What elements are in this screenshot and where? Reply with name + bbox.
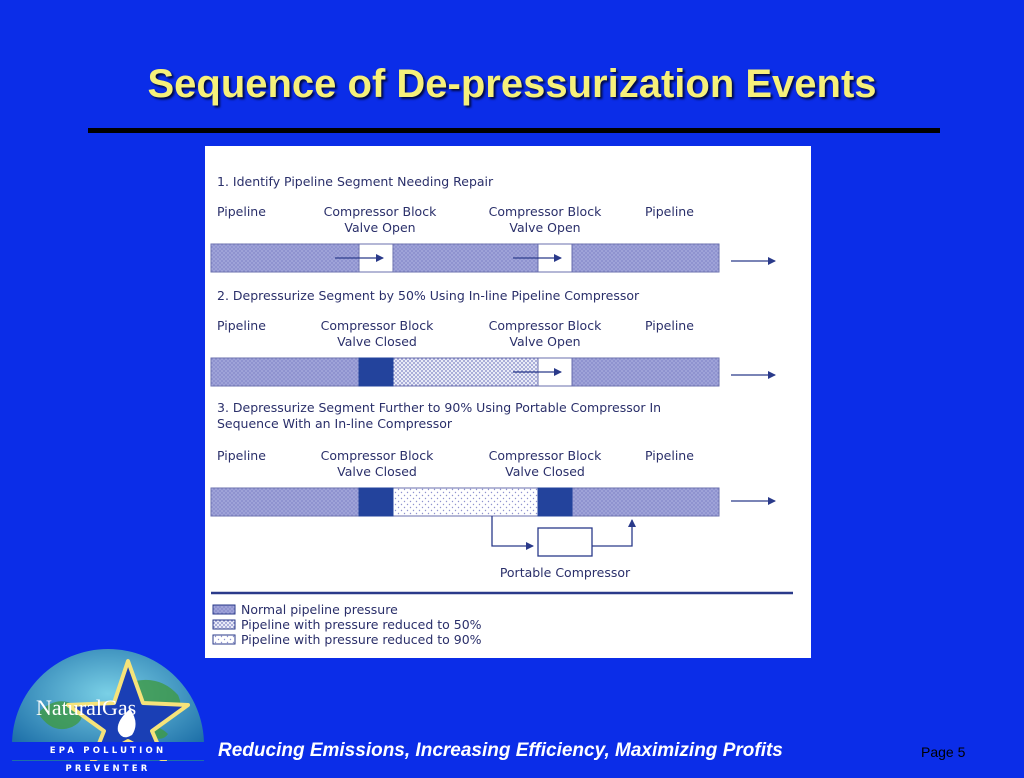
- step1-block-left-state: Valve Open: [344, 220, 415, 235]
- portable-compressor-label: Portable Compressor: [500, 565, 631, 580]
- legend-swatch-normal: [212, 604, 236, 615]
- step3-pipeline: [210, 487, 720, 517]
- legend-reduced-50: Pipeline with pressure reduced to 50%: [241, 617, 482, 632]
- step2-heading: 2. Depressurize Segment by 50% Using In-…: [217, 288, 640, 303]
- step3-block-left-label: Compressor Block: [321, 448, 434, 463]
- step1-pipeline-left-label: Pipeline: [217, 204, 266, 219]
- legend-swatch-50: [212, 619, 236, 630]
- diagram-canvas: 1. Identify Pipeline Segment Needing Rep…: [210, 174, 793, 647]
- portable-compressor-box: [537, 527, 593, 557]
- logo-brand-text: NaturalGas: [36, 695, 136, 720]
- step2-pipeline-left-label: Pipeline: [217, 318, 266, 333]
- legend-reduced-90: Pipeline with pressure reduced to 90%: [241, 632, 482, 647]
- legend-normal: Normal pipeline pressure: [241, 602, 398, 617]
- flame-icon: [117, 709, 136, 738]
- step1-pipeline: [210, 243, 720, 273]
- page-number: Page 5: [921, 744, 966, 760]
- step3-block-right-label: Compressor Block: [489, 448, 602, 463]
- step3-block-left-state: Valve Closed: [337, 464, 417, 479]
- step3-valve-left-closed: [358, 487, 394, 517]
- logo-tagline: EPA POLLUTION PREVENTER: [8, 742, 208, 774]
- step1-block-left-label: Compressor Block: [324, 204, 437, 219]
- slide-footer: Reducing Emissions, Increasing Efficienc…: [218, 740, 783, 761]
- step3-heading-line1: 3. Depressurize Segment Further to 90% U…: [217, 400, 661, 415]
- step2-block-right-label: Compressor Block: [489, 318, 602, 333]
- step3-segment-reduced-90: [392, 487, 539, 517]
- step3-block-right-state: Valve Closed: [505, 464, 585, 479]
- step2-valve-left-closed: [358, 357, 394, 387]
- step1-pipeline-right-label: Pipeline: [645, 204, 694, 219]
- natural-gas-star-logo: NaturalGas: [12, 649, 204, 761]
- step1-heading: 1. Identify Pipeline Segment Needing Rep…: [217, 174, 494, 189]
- step3-pipeline-left-label: Pipeline: [217, 448, 266, 463]
- legend: Normal pipeline pressure Pipeline with p…: [212, 602, 482, 647]
- step2-block-left-state: Valve Closed: [337, 334, 417, 349]
- portable-compressor-loop: [491, 516, 636, 557]
- legend-swatch-90: [212, 634, 236, 645]
- depressurization-diagram: 1. Identify Pipeline Segment Needing Rep…: [205, 146, 811, 658]
- slide-title: Sequence of De-pressurization Events: [147, 62, 877, 106]
- step2-block-right-state: Valve Open: [509, 334, 580, 349]
- step3-heading-line2: Sequence With an In-line Compressor: [217, 416, 453, 431]
- step3-pipeline-right-label: Pipeline: [645, 448, 694, 463]
- step2-pipeline: [210, 357, 720, 387]
- step2-block-left-label: Compressor Block: [321, 318, 434, 333]
- step1-block-right-state: Valve Open: [509, 220, 580, 235]
- step2-pipeline-right-label: Pipeline: [645, 318, 694, 333]
- step3-valve-right-closed: [537, 487, 573, 517]
- title-divider: [88, 128, 940, 133]
- step1-block-right-label: Compressor Block: [489, 204, 602, 219]
